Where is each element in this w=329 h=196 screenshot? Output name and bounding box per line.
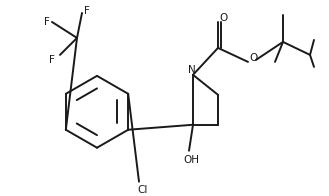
Text: O: O <box>250 53 258 63</box>
Text: F: F <box>44 17 50 27</box>
Text: Cl: Cl <box>138 185 148 195</box>
Text: OH: OH <box>183 155 199 165</box>
Text: O: O <box>219 13 227 23</box>
Text: F: F <box>84 6 90 16</box>
Text: N: N <box>188 65 196 75</box>
Text: F: F <box>49 55 55 65</box>
